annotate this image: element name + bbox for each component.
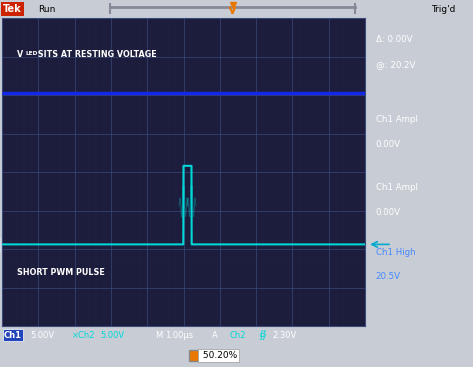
Text: Δ: 0.00V: Δ: 0.00V: [376, 35, 412, 44]
Text: Tek: Tek: [3, 4, 22, 14]
Text: 2.30V: 2.30V: [272, 331, 296, 339]
Text: 0.00V: 0.00V: [376, 208, 401, 217]
Text: Ch1 High: Ch1 High: [376, 248, 415, 257]
Text: 5.00V: 5.00V: [100, 331, 124, 339]
Text: Ch1: Ch1: [4, 331, 22, 339]
Text: 20.5V: 20.5V: [376, 272, 401, 281]
Text: ×Ch2: ×Ch2: [72, 331, 96, 339]
Text: A: A: [212, 331, 218, 339]
Text: Run: Run: [38, 4, 55, 14]
Text: Ch2: Ch2: [230, 331, 246, 339]
Text: 1.00µs: 1.00µs: [165, 331, 193, 339]
Text: Ch1 Ampl: Ch1 Ampl: [376, 115, 418, 124]
Text: ■: ■: [190, 350, 199, 360]
Text: Ch1 Ampl: Ch1 Ampl: [376, 183, 418, 192]
Text: 50.20%: 50.20%: [200, 351, 237, 360]
Text: SHORT PWM PULSE: SHORT PWM PULSE: [17, 268, 104, 277]
Text: V: V: [17, 50, 23, 59]
Text: Trig'd: Trig'd: [430, 4, 455, 14]
Text: 5.00V: 5.00V: [30, 331, 54, 339]
Text: @: 20.2V: @: 20.2V: [376, 60, 415, 69]
Text: SITS AT RESTING VOLTAGE: SITS AT RESTING VOLTAGE: [35, 50, 156, 59]
Text: ∯: ∯: [258, 330, 266, 340]
Text: 0.00V: 0.00V: [376, 140, 401, 149]
Text: LED: LED: [26, 51, 38, 56]
Text: M: M: [155, 331, 162, 339]
